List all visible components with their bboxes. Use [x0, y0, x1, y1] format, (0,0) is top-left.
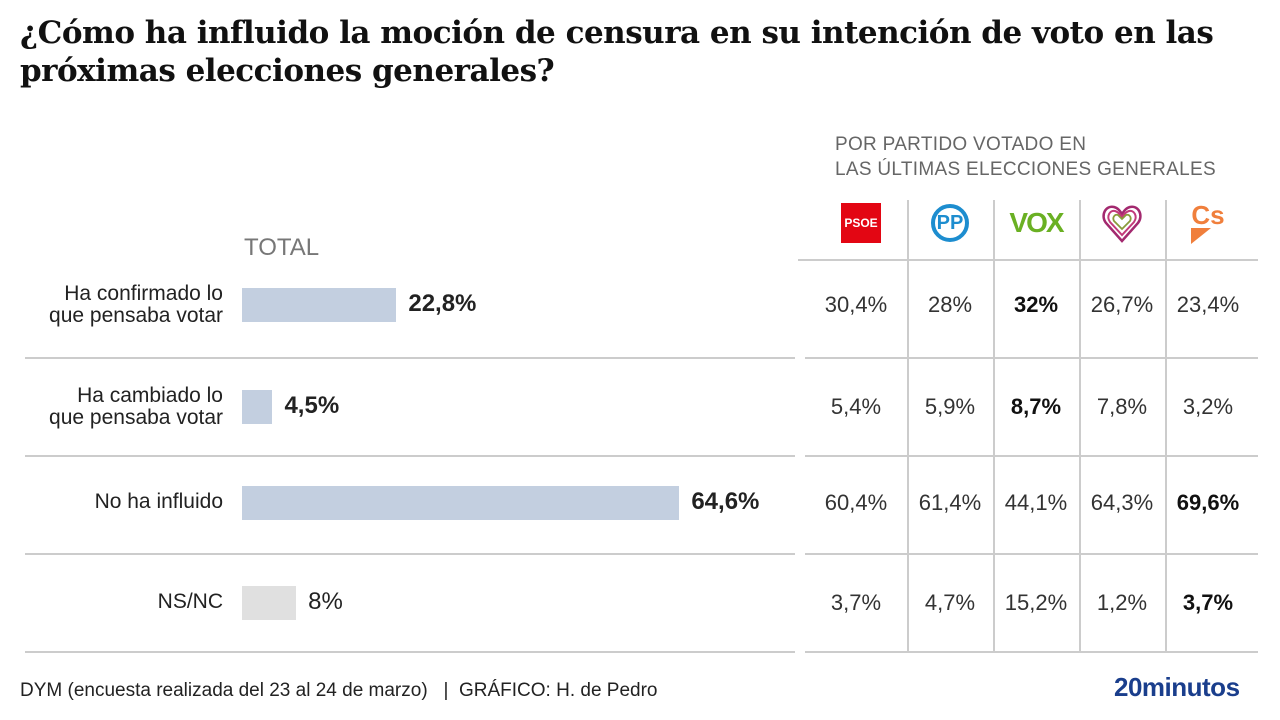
party-logo-psoe: PSOE — [818, 198, 904, 248]
row-divider — [805, 651, 1258, 653]
party-value-vox: 32% — [1013, 292, 1059, 317]
party-value-cs: 3,7% — [1182, 590, 1234, 615]
party-value-podemos: 64,3% — [1090, 490, 1154, 515]
total-bar — [242, 288, 397, 322]
column-divider — [907, 200, 909, 652]
row-divider — [25, 553, 795, 555]
row-label-line: Ha cambiado lo — [77, 384, 223, 407]
row-label: NS/NC — [158, 591, 223, 613]
party-logo-pp: PP — [907, 198, 993, 248]
row-label: No ha influido — [95, 491, 223, 513]
column-divider — [1079, 200, 1081, 652]
party-value-pp: 61,4% — [918, 490, 982, 515]
row-label-line: que pensaba votar — [49, 304, 223, 327]
source-note: DYM (encuesta realizada del 23 al 24 de … — [20, 680, 658, 701]
row-divider — [805, 357, 1258, 359]
row-label-line: NS/NC — [157, 590, 223, 613]
total-value-label: 4,5% — [284, 392, 340, 419]
row-divider — [805, 553, 1258, 555]
party-value-cs: 69,6% — [1176, 490, 1240, 515]
party-value-vox: 8,7% — [1010, 394, 1062, 419]
party-value-podemos: 7,8% — [1096, 394, 1148, 419]
row-label-line: que pensaba votar — [49, 406, 223, 429]
total-value-label: 22,8% — [408, 290, 477, 317]
party-logo-vox: VOX — [1009, 207, 1064, 238]
column-divider — [993, 200, 995, 652]
party-value-vox: 44,1% — [1004, 490, 1068, 515]
row-label-line: Ha confirmado lo — [64, 282, 223, 305]
party-value-podemos: 1,2% — [1096, 590, 1148, 615]
party-logo-podemos — [1079, 198, 1165, 248]
party-value-cs: 23,4% — [1176, 292, 1240, 317]
party-value-psoe: 60,4% — [824, 490, 888, 515]
header-divider — [798, 259, 1258, 261]
total-bar — [242, 390, 273, 424]
row-divider — [25, 455, 795, 457]
party-value-psoe: 3,7% — [830, 590, 882, 615]
party-value-cs: 3,2% — [1182, 394, 1234, 419]
brand-logo: 20minutos — [1114, 672, 1240, 702]
party-value-podemos: 26,7% — [1090, 292, 1154, 317]
subtitle-line-1: POR PARTIDO VOTADO EN — [835, 134, 1087, 155]
party-value-vox: 15,2% — [1004, 590, 1068, 615]
party-value-psoe: 30,4% — [824, 292, 888, 317]
row-label: Ha confirmado lo que pensaba votar — [49, 283, 223, 327]
total-bar — [242, 586, 297, 620]
total-header: TOTAL — [244, 234, 320, 261]
column-divider — [1165, 200, 1167, 652]
party-value-pp: 28% — [927, 292, 973, 317]
party-logo-cs: Cs — [1165, 198, 1251, 248]
total-value-label: 8% — [308, 588, 343, 615]
party-value-pp: 4,7% — [924, 590, 976, 615]
row-label: Ha cambiado lo que pensaba votar — [49, 385, 223, 429]
party-subtitle: POR PARTIDO VOTADO EN LAS ÚLTIMAS ELECCI… — [835, 132, 1216, 182]
subtitle-line-2: LAS ÚLTIMAS ELECCIONES GENERALES — [835, 159, 1216, 180]
party-value-psoe: 5,4% — [830, 394, 882, 419]
row-divider — [805, 455, 1258, 457]
party-value-pp: 5,9% — [924, 394, 976, 419]
row-divider — [25, 651, 795, 653]
row-divider — [25, 357, 795, 359]
total-bar — [242, 486, 680, 520]
row-label-line: No ha influido — [94, 490, 223, 513]
chart-title: ¿Cómo ha influido la moción de censura e… — [20, 15, 1214, 89]
total-value-label: 64,6% — [691, 488, 760, 515]
